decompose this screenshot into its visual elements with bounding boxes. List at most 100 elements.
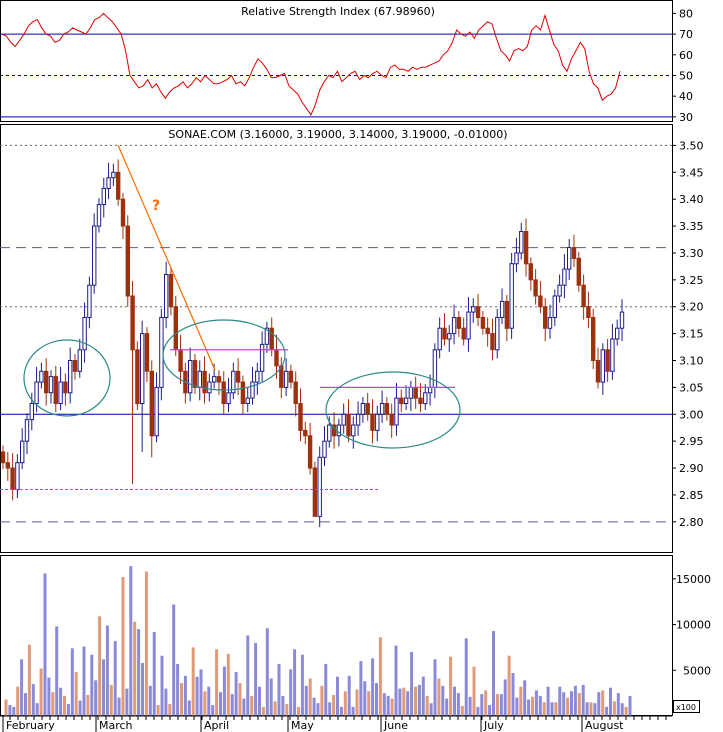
candle-body [226, 392, 231, 405]
volume-bar [102, 659, 105, 716]
volume-bar [242, 698, 246, 716]
volume-bar [297, 706, 300, 716]
candle [202, 356, 207, 404]
candle-body [475, 306, 481, 319]
candle [471, 298, 476, 323]
candle-body [29, 403, 35, 421]
candle [331, 412, 337, 449]
volume-bar [273, 701, 277, 716]
volume-bar [219, 692, 222, 716]
volume-bar [445, 698, 449, 716]
volume-bar [74, 672, 78, 716]
candle [48, 370, 54, 404]
price-tick-label: 3.45 [679, 166, 704, 179]
candle [562, 254, 567, 299]
candle-body [58, 381, 63, 404]
rsi-tick-label: 70 [679, 28, 693, 41]
volume-bar [449, 656, 453, 716]
volume-bar [172, 604, 176, 716]
volume-bar [39, 668, 43, 716]
candle [140, 320, 145, 452]
candle-body [562, 268, 567, 286]
volume-bar [453, 686, 456, 716]
volume-bar [144, 571, 148, 716]
candle [543, 298, 548, 342]
candle-body [125, 225, 130, 297]
candle-body [135, 349, 140, 405]
candle-body [370, 413, 375, 431]
volume-bar [59, 687, 63, 716]
volume-bar [417, 684, 421, 716]
candle-body [140, 333, 145, 405]
candle-body [48, 376, 54, 394]
candle-body [96, 204, 102, 227]
candle-body [188, 360, 193, 394]
volume-bar [593, 703, 597, 716]
volume-bar [156, 705, 160, 716]
volume-bar [406, 691, 410, 716]
candle-body [533, 279, 538, 297]
candle-body [240, 381, 246, 404]
candle [5, 451, 10, 481]
candle-body [106, 177, 111, 189]
candle [322, 426, 327, 466]
candle-body [471, 306, 476, 313]
price-tick-label: 3.50 [679, 139, 704, 152]
volume-bar [410, 652, 414, 716]
x-axis: February March April May June July August [0, 715, 672, 732]
candle [490, 318, 495, 361]
candle-body [207, 381, 212, 394]
candle [595, 347, 601, 389]
volume-bar [612, 701, 616, 716]
candle-body [149, 370, 155, 437]
candle [456, 311, 462, 337]
candle [298, 388, 303, 442]
candle [557, 274, 562, 303]
volume-bar [550, 702, 554, 716]
candle-body [437, 327, 442, 351]
candle-body [399, 397, 404, 405]
price-tick-label: 3.35 [679, 220, 704, 233]
candle [92, 213, 97, 294]
volume-bar [394, 645, 398, 716]
candle [480, 311, 486, 335]
candle [586, 291, 591, 329]
volume-bar [254, 642, 258, 716]
candle [87, 276, 92, 329]
candle [355, 401, 361, 436]
volume-bar [398, 688, 402, 716]
volume-bar [277, 663, 281, 716]
candle-body [379, 403, 385, 415]
candle-body [480, 317, 486, 329]
candle-body [447, 333, 452, 340]
volume-bar [472, 666, 476, 716]
volume-bar [86, 695, 90, 716]
rsi-reference-lines [0, 33, 672, 118]
panel-frames [0, 0, 673, 716]
candle [144, 327, 150, 383]
candle [288, 364, 294, 389]
volume-bar [570, 691, 573, 716]
volume-bar [585, 702, 589, 716]
volume-bar [281, 695, 285, 716]
candle [495, 308, 500, 359]
candle [591, 308, 596, 370]
candle-body [619, 311, 625, 329]
volume-bar [160, 655, 164, 716]
price-tick-label: 3.30 [679, 247, 704, 260]
volume-bar [113, 641, 117, 716]
candle-body [20, 440, 25, 464]
price-tick-label: 3.20 [679, 301, 704, 314]
candle-body [0, 451, 6, 464]
price-title: SONAE.COM (3.16000, 3.19000, 3.14000, 3.… [168, 128, 507, 141]
candle-body [197, 370, 203, 388]
volume-bar [141, 663, 144, 716]
candle-body [442, 327, 447, 340]
volume-bar [359, 661, 363, 716]
volume-bar [199, 669, 203, 716]
volume-bar [164, 688, 168, 716]
candle [615, 319, 620, 346]
volume-bar [363, 681, 367, 716]
candle [149, 360, 155, 458]
volume-bar [47, 677, 51, 716]
